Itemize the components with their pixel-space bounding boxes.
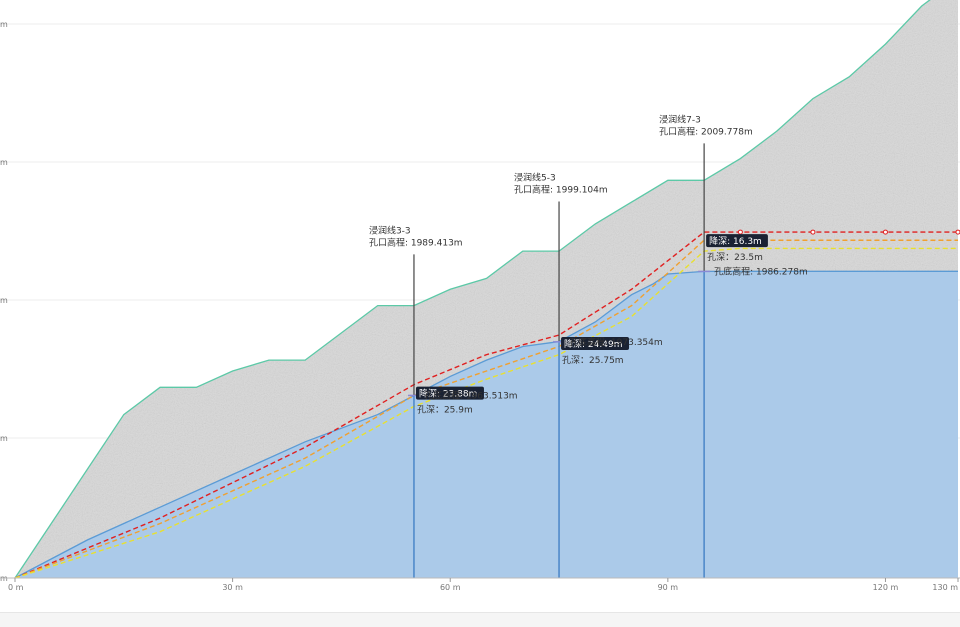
seepage-red-line — [14, 231, 958, 579]
depth-badge-text: 降深: 23.88m — [419, 388, 477, 400]
depth-badge — [706, 234, 768, 248]
bottom-strip — [0, 612, 960, 627]
x-tick-label: 130 m — [932, 583, 958, 592]
y-tick-label: m — [0, 434, 8, 443]
ground-line — [14, 0, 931, 579]
borehole-name: 浸润线5-3 — [514, 172, 556, 184]
x-tick-label: 0 m — [8, 583, 24, 592]
bedrock-area — [15, 271, 958, 578]
seepage-yellow-line — [14, 247, 958, 579]
seepage-orange-line — [14, 239, 958, 579]
depth-badge-text: 降深: 24.49m — [564, 338, 622, 350]
area-layers — [15, 0, 958, 578]
bottom-elevation-label: 孔底高程: 1986.278m — [714, 265, 808, 277]
y-tick-label: m — [0, 158, 8, 167]
x-tick-label: 120 m — [873, 583, 899, 592]
hole-depth-label: 孔深：23.5m — [707, 252, 763, 263]
borehole-name: 浸润线7-3 — [659, 113, 701, 125]
bottom-elevation-label: 孔底高程: 1973.354m — [569, 336, 663, 348]
series-lines — [14, 0, 960, 579]
borehole-top-elevation: 孔口高程: 2009.778m — [659, 125, 753, 137]
hole-depth-label: 孔深：25.75m — [562, 355, 624, 366]
depth-badge-text: 降深: 16.3m — [709, 235, 762, 247]
borehole-top-elevation: 孔口高程: 1989.413m — [369, 236, 463, 248]
depth-badge — [415, 386, 484, 400]
borehole-top-elevation: 孔口高程: 1999.104m — [514, 184, 608, 196]
x-tick-label: 30 m — [222, 583, 243, 592]
bedrock-line — [14, 270, 958, 579]
borehole-name: 浸润线3-3 — [369, 224, 411, 236]
seepage-point — [810, 229, 816, 235]
y-tick-label: m — [0, 296, 8, 305]
depth-badge — [561, 337, 630, 351]
seepage-point — [955, 229, 960, 235]
bottom-elevation-label: 孔底高程: 1963.513m — [424, 389, 518, 401]
x-tick-label: 60 m — [440, 583, 461, 592]
seepage-point — [737, 229, 743, 235]
hole-depth-label: 孔深：25.9m — [417, 405, 473, 416]
seepage-point — [882, 229, 888, 235]
x-tick-label: 90 m — [658, 583, 679, 592]
y-tick-label: m — [0, 20, 8, 29]
